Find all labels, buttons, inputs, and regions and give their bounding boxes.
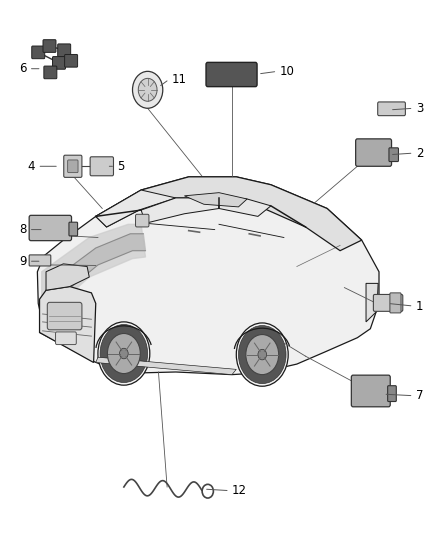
- Polygon shape: [46, 264, 89, 290]
- Circle shape: [138, 78, 157, 101]
- Polygon shape: [48, 234, 145, 306]
- FancyBboxPatch shape: [351, 375, 390, 407]
- FancyBboxPatch shape: [356, 139, 392, 166]
- Text: 11: 11: [171, 73, 187, 86]
- Circle shape: [258, 349, 267, 360]
- FancyBboxPatch shape: [56, 332, 76, 344]
- Polygon shape: [39, 287, 96, 362]
- Text: 12: 12: [232, 484, 247, 497]
- Circle shape: [100, 325, 148, 383]
- Circle shape: [107, 334, 140, 374]
- FancyBboxPatch shape: [389, 148, 399, 161]
- Text: 8: 8: [19, 223, 27, 236]
- Polygon shape: [219, 198, 271, 216]
- Circle shape: [120, 348, 128, 359]
- Polygon shape: [96, 190, 176, 227]
- FancyBboxPatch shape: [90, 157, 113, 176]
- Circle shape: [98, 322, 150, 385]
- Text: 3: 3: [416, 102, 423, 115]
- FancyBboxPatch shape: [69, 222, 78, 236]
- FancyBboxPatch shape: [378, 102, 406, 116]
- FancyBboxPatch shape: [53, 56, 66, 69]
- FancyBboxPatch shape: [135, 214, 149, 227]
- FancyBboxPatch shape: [29, 215, 71, 241]
- Circle shape: [246, 335, 279, 375]
- Polygon shape: [96, 357, 236, 375]
- Text: 10: 10: [279, 65, 294, 78]
- Text: 5: 5: [117, 160, 125, 173]
- FancyBboxPatch shape: [390, 293, 401, 313]
- Circle shape: [133, 71, 163, 108]
- Polygon shape: [366, 284, 378, 322]
- Text: 1: 1: [416, 300, 423, 312]
- FancyBboxPatch shape: [43, 39, 56, 52]
- FancyBboxPatch shape: [47, 302, 82, 330]
- Text: 9: 9: [19, 255, 27, 268]
- Polygon shape: [96, 177, 362, 251]
- Polygon shape: [184, 192, 247, 207]
- Polygon shape: [42, 224, 145, 319]
- FancyBboxPatch shape: [65, 54, 78, 67]
- FancyBboxPatch shape: [58, 44, 71, 56]
- Polygon shape: [141, 198, 219, 223]
- Text: 6: 6: [19, 62, 27, 75]
- Text: 4: 4: [28, 160, 35, 173]
- FancyBboxPatch shape: [373, 294, 403, 311]
- Circle shape: [238, 326, 286, 384]
- FancyBboxPatch shape: [29, 255, 51, 266]
- FancyBboxPatch shape: [44, 66, 57, 79]
- Circle shape: [236, 323, 288, 386]
- FancyBboxPatch shape: [32, 46, 45, 59]
- Text: 7: 7: [416, 389, 423, 402]
- FancyBboxPatch shape: [67, 160, 78, 173]
- FancyBboxPatch shape: [64, 155, 82, 177]
- Text: 2: 2: [416, 147, 423, 159]
- FancyBboxPatch shape: [388, 386, 396, 401]
- Polygon shape: [37, 177, 379, 375]
- FancyBboxPatch shape: [206, 62, 257, 87]
